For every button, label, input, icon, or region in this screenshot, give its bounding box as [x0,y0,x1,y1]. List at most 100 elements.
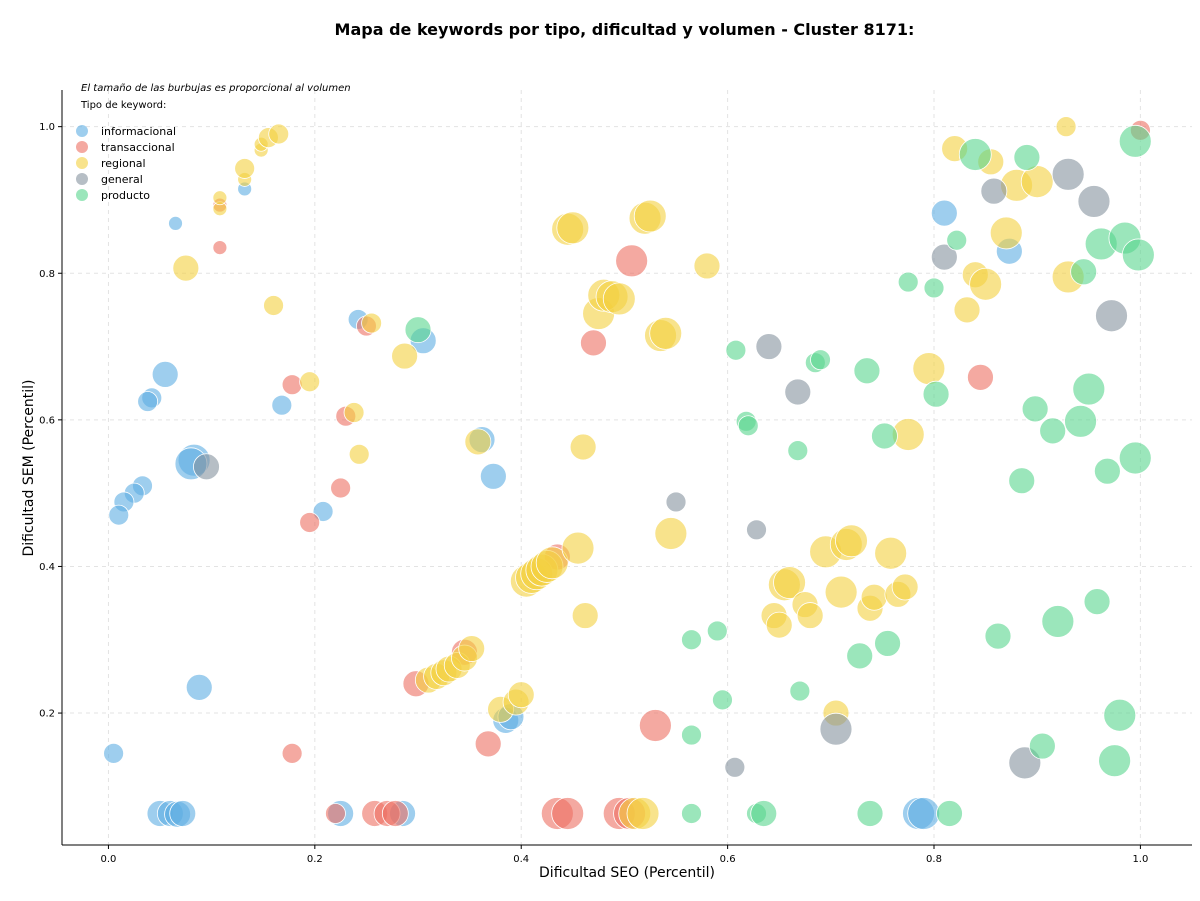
bubble-informacional [137,391,159,412]
bubble-regional [693,252,721,280]
bubble-transaccional [325,803,346,824]
legend-marker-producto [76,189,88,201]
bubble-producto [1039,417,1067,445]
legend-title: Tipo de keyword: [80,100,166,111]
legend-marker-informacional [76,125,88,137]
legend-label-transaccional: transaccional [101,141,175,154]
bubble-producto [1064,404,1097,438]
bubble-informacional [151,361,179,388]
y-tick-label: 1.0 [39,122,55,133]
bubble-producto [871,422,898,450]
bubble-regional [765,611,793,639]
bubble-regional [626,797,660,830]
bubble-producto [874,630,901,657]
bubble-general [755,333,783,360]
bubble-producto [810,349,831,371]
bubble-regional [263,295,284,316]
legend-label-informacional: informacional [101,125,176,138]
bubble-general [1095,299,1128,333]
bubble-producto [897,271,919,293]
bubble-informacional [108,504,130,526]
x-tick-label: 0.8 [926,854,942,865]
bubble-regional [1055,116,1077,138]
bubble-regional [835,524,868,558]
bubble-producto [1083,588,1111,616]
bubble-regional [212,190,228,206]
bubble-producto [958,138,992,171]
bubble-transaccional [299,512,321,533]
tick-marks: 0.0 0.2 0.4 0.6 0.8 1.0 0.2 0.4 0.6 0.8 1.0 [39,122,1148,865]
y-tick-label: 0.2 [39,709,55,720]
bubble-producto [1013,144,1041,171]
bubble-regional [912,352,946,385]
bubble-informacional [930,199,958,227]
bubble-regional [989,216,1023,250]
x-tick-label: 0.4 [513,854,529,865]
y-tick-label: 0.4 [39,562,55,573]
bubble-transaccional [330,477,352,499]
x-tick-label: 0.6 [720,854,736,865]
bubble-general [746,519,767,541]
bubble-producto [1041,605,1075,638]
bubble-informacional [271,394,293,416]
bubble-regional [969,267,1003,301]
bubble-producto [846,642,874,670]
bubble-transaccional [967,363,994,391]
bubble-producto [853,357,881,385]
legend-label-general: general [101,173,143,186]
bubble-producto [404,316,432,344]
bubble-regional [299,371,321,393]
bubble-producto [1103,698,1137,732]
bubble-informacional [103,742,124,764]
bubble-regional [343,402,365,423]
bubble-regional [172,254,200,282]
bubble-regional [268,123,290,145]
axes [61,90,1192,846]
bubble-regional [561,531,595,565]
bubble-producto [1118,441,1152,475]
bubble-regional [796,602,824,629]
legend-label-producto: producto [101,189,150,202]
y-tick-label: 0.8 [39,269,55,280]
bubble-regional [633,199,667,233]
bubble-regional [602,282,636,316]
bubble-producto [922,380,950,408]
bubble-transaccional [551,797,585,830]
bubble-producto [681,629,702,651]
bubble-producto [946,229,968,251]
bubble-producto [1098,744,1132,778]
bubble-general [819,712,853,746]
bubble-producto [1021,395,1049,423]
bubble-producto [1072,372,1106,406]
bubble-regional [458,635,486,662]
bubble-informacional [169,800,197,827]
legend: informacional transaccional regional genera… [76,125,176,202]
bubble-regional [874,536,908,570]
bubble-general [724,756,746,778]
bubble-regional [654,517,688,550]
bubble-informacional [907,797,941,830]
bubble-general [665,491,687,513]
bubble-producto [923,277,945,299]
x-tick-label: 1.0 [1132,854,1148,865]
bubble-general [784,378,812,406]
bubble-producto [681,724,702,746]
bubble-regional [507,681,535,709]
y-axis-label: Dificultad SEM (Percentil) [21,380,37,557]
bubble-producto [725,339,747,361]
bubble-informacional [479,462,507,490]
bubble-regional [649,316,683,350]
bubble-transaccional [615,244,649,278]
x-tick-label: 0.0 [100,854,116,865]
bubble-regional [571,602,599,629]
bubble-regional [569,433,597,461]
bubble-producto [1008,467,1036,495]
bubble-producto [681,803,702,824]
legend-label-regional: regional [101,157,146,170]
x-axis-label: Dificultad SEO (Percentil) [539,865,715,881]
bubble-regional [348,443,370,465]
bubble-regional [824,575,858,609]
bubble-producto [750,800,778,827]
bubble-transaccional [474,730,502,758]
bubble-regional [773,566,806,599]
